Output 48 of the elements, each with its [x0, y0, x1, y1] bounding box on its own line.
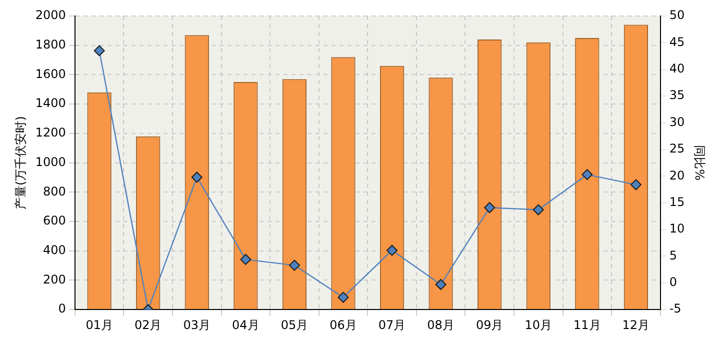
x-tick-label: 05月 [280, 318, 308, 332]
y2-tick-label: 30 [669, 114, 685, 129]
y2-tick-label: 5 [669, 248, 677, 262]
y-tick-label: 800 [43, 184, 66, 198]
y-tick-label: 600 [43, 214, 66, 228]
point [532, 204, 544, 216]
point [191, 172, 202, 183]
y2-tick-label: 40 [669, 62, 685, 76]
y-tick-label: 2000 [35, 8, 66, 22]
y-tick-label: 1600 [35, 66, 66, 81]
y-tick-label: 400 [43, 243, 66, 258]
point [94, 45, 105, 56]
x-tick-label: 04月 [232, 318, 260, 332]
x-tick-label: 01月 [86, 318, 113, 332]
point [582, 169, 593, 180]
y-tick-label: 0 [58, 302, 66, 316]
x-tick-label: 11月 [574, 318, 601, 332]
x-tick-label: 06月 [330, 318, 357, 332]
point [288, 260, 300, 271]
y-tick-label: 1000 [35, 154, 66, 169]
y2-tick-label: 35 [669, 88, 685, 102]
y2-axis-title: 同比% [692, 145, 707, 181]
x-tick-label: 07月 [378, 318, 406, 332]
y2-tick-label: -5 [669, 302, 682, 316]
y2-tick-label: 20 [669, 168, 685, 182]
y2-tick-label: 0 [669, 275, 677, 290]
x-tick-label: 09月 [476, 318, 504, 332]
point [435, 279, 446, 290]
y2-tick-label: 15 [669, 194, 685, 209]
y2-tick-label: 25 [669, 142, 685, 156]
y2-tick-label: 45 [669, 34, 685, 49]
x-tick-label: 03月 [183, 318, 211, 332]
point [240, 254, 252, 265]
y2-tick-label: 10 [669, 222, 685, 236]
point [484, 202, 496, 214]
y-tick-label: 1800 [35, 37, 66, 52]
point [386, 244, 398, 256]
x-tick-label: 12月 [622, 318, 650, 332]
point [338, 292, 349, 303]
x-tick-label: 08月 [427, 318, 454, 332]
x-tick-label: 10月 [524, 318, 552, 332]
y-tick-label: 200 [43, 272, 66, 286]
y-tick-label: 1400 [35, 96, 66, 110]
y2-tick-label: 50 [669, 8, 685, 22]
point [630, 179, 642, 190]
y-axis-title: 产量(万千伏安时) [13, 116, 28, 210]
x-tick-label: 02月 [134, 318, 162, 332]
y-tick-label: 1200 [35, 126, 66, 140]
